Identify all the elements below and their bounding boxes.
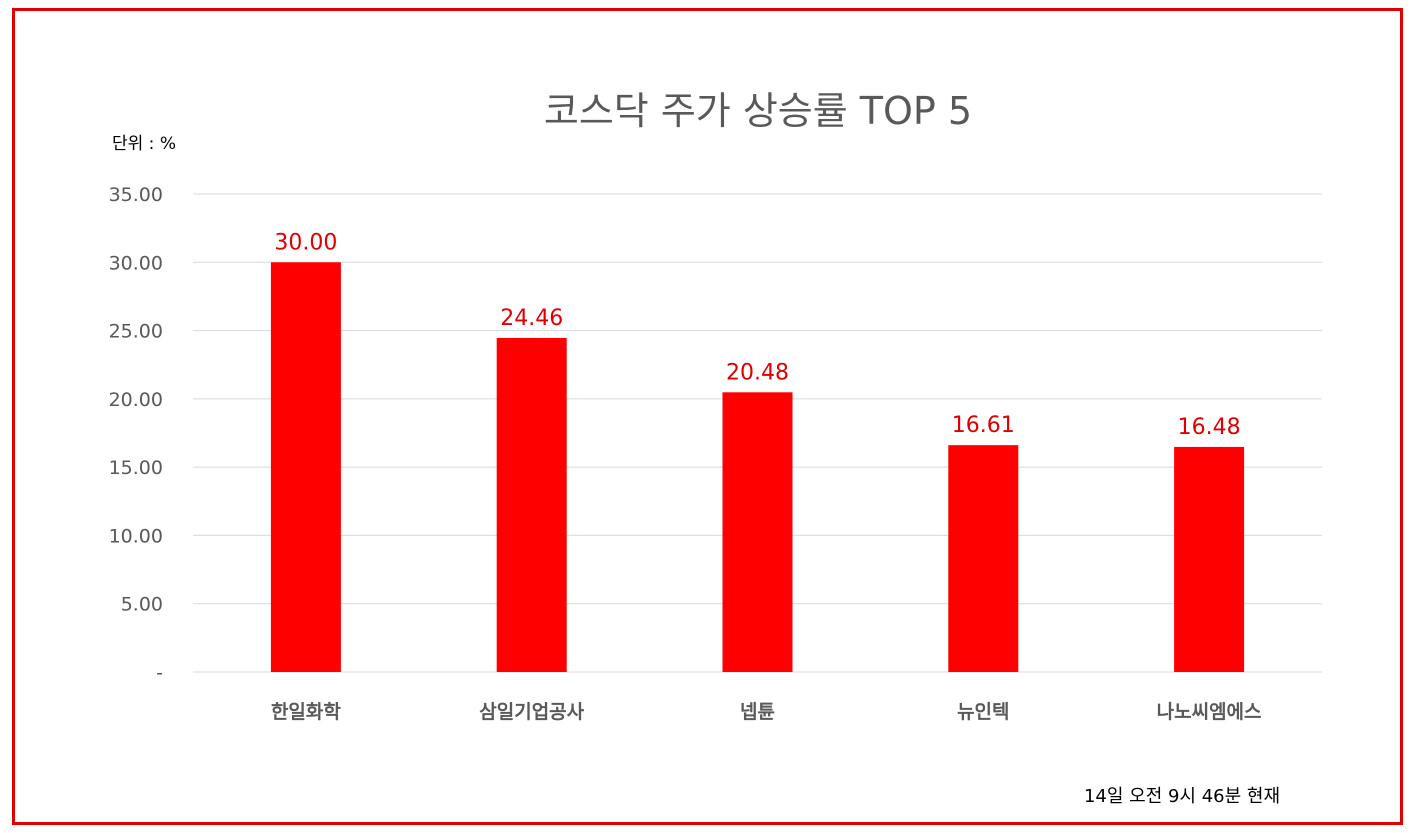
data-label: 16.48	[1178, 415, 1241, 440]
y-tick-label: 25.00	[109, 321, 163, 343]
y-tick-label: 10.00	[109, 525, 163, 547]
data-label: 16.61	[952, 413, 1015, 438]
data-label: 24.46	[500, 306, 563, 331]
x-tick-label: 한일화학	[271, 701, 341, 723]
y-tick-label: 5.00	[121, 594, 163, 616]
bar	[948, 445, 1019, 672]
data-labels: 30.00 24.46 20.48 16.61 16.48	[274, 230, 1240, 440]
y-tick-label: -	[156, 662, 163, 684]
bar	[496, 337, 567, 672]
y-tick-label: 20.00	[109, 389, 163, 411]
data-label: 20.48	[726, 360, 789, 385]
bar	[722, 392, 793, 672]
x-tick-label: 뉴인텍	[957, 701, 1009, 723]
bars	[270, 262, 1245, 672]
data-label: 30.00	[274, 230, 337, 255]
x-axis-labels: 한일화학 삼일기업공사 넵튠 뉴인텍 나노씨엠에스	[271, 701, 1262, 723]
y-axis-ticks: - 5.00 10.00 15.00 20.00 25.00 30.00 35.00	[109, 184, 163, 684]
bar	[1174, 446, 1245, 672]
x-tick-label: 나노씨엠에스	[1157, 701, 1262, 723]
y-tick-label: 30.00	[109, 252, 163, 274]
y-tick-label: 15.00	[109, 457, 163, 479]
gridlines	[193, 193, 1322, 673]
x-tick-label: 넵튠	[740, 701, 775, 723]
x-tick-label: 삼일기업공사	[479, 701, 584, 723]
chart-frame	[12, 8, 1403, 825]
y-tick-label: 35.00	[109, 184, 163, 206]
chart-title: 코스닥 주가 상승률 TOP 5	[544, 89, 972, 133]
bar	[270, 262, 341, 672]
unit-label: 단위 : %	[112, 134, 176, 154]
timestamp-note: 14일 오전 9시 46분 현재	[1084, 786, 1280, 807]
